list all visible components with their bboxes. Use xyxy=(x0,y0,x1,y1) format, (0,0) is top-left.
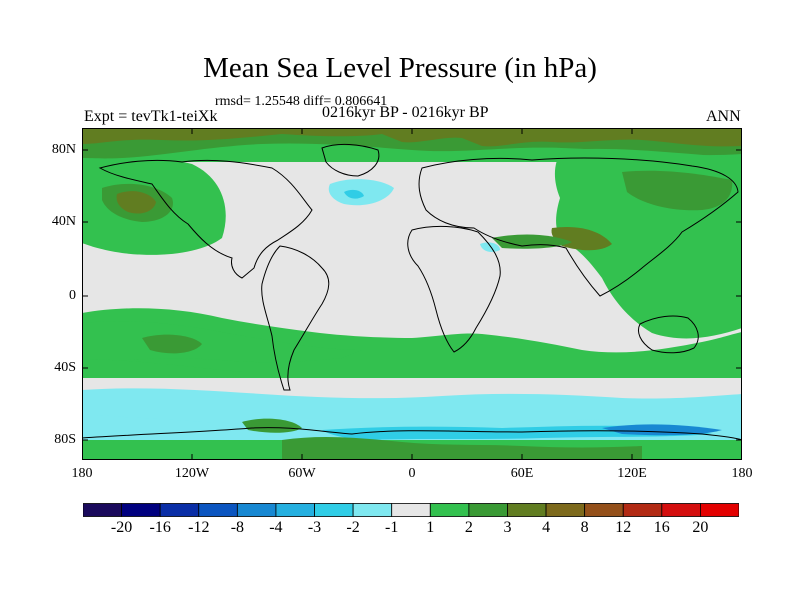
lon-label-180e: 180 xyxy=(731,466,753,481)
field-arctic-high xyxy=(82,128,742,147)
colorbar-box xyxy=(275,503,315,517)
colorbar-label: 8 xyxy=(580,519,589,536)
lon-label-60e: 60E xyxy=(510,466,534,481)
coast-south-america xyxy=(261,245,330,391)
colorbar-label: -16 xyxy=(149,519,171,536)
coast-africa xyxy=(407,225,501,353)
colorbar xyxy=(83,503,739,517)
colorbar-label: 2 xyxy=(464,519,473,536)
colorbar-box xyxy=(507,503,547,517)
field-natlantic-core xyxy=(344,189,364,199)
colorbar-box xyxy=(236,503,277,517)
field-southern-neutral xyxy=(82,378,742,390)
field-antarctic-mid xyxy=(242,418,302,433)
colorbar-box xyxy=(314,503,354,517)
colorbar-label: -2 xyxy=(346,519,360,536)
colorbar-box xyxy=(352,503,393,517)
stats-label: rmsd= 1.25548 diff= 0.806641 xyxy=(215,94,388,109)
lat-label-80s: 80S xyxy=(54,432,76,447)
colorbar-label: 16 xyxy=(653,519,670,536)
lon-label-120w: 120W xyxy=(174,466,210,481)
field-npacific-high xyxy=(116,191,156,214)
coast-north-america xyxy=(98,159,313,279)
lat-label-80n: 80N xyxy=(51,142,76,157)
colorbar-label: 4 xyxy=(542,519,551,536)
colorbar-label: 1 xyxy=(426,519,435,536)
coast-eurasia xyxy=(418,157,739,297)
field-africa-low xyxy=(480,242,500,252)
map-title: Mean Sea Level Pressure (in hPa) xyxy=(203,52,597,84)
colorbar-box xyxy=(661,503,701,517)
field-south-pacific xyxy=(82,321,362,364)
lat-label-40n: 40N xyxy=(51,214,76,229)
colorbar-box xyxy=(159,503,200,517)
field-southern-belt xyxy=(82,308,742,388)
lat-label-40s: 40S xyxy=(54,360,76,375)
colorbar-box xyxy=(622,503,663,517)
lon-label-60w: 60W xyxy=(288,466,316,481)
colorbar-label: -4 xyxy=(269,519,283,536)
lon-label-120e: 120E xyxy=(617,466,647,481)
colorbar-box xyxy=(198,503,238,517)
colorbar-label: -20 xyxy=(110,519,133,536)
colorbar-label: 12 xyxy=(615,519,632,536)
period-label: 0216kyr BP - 0216kyr BP xyxy=(322,104,489,121)
colorbar-label: -12 xyxy=(188,519,210,536)
colorbar-box xyxy=(468,503,508,517)
colorbar-label: -8 xyxy=(230,519,245,536)
field-asia-high xyxy=(551,226,612,251)
pressure-map xyxy=(82,128,742,460)
colorbar-box xyxy=(121,503,161,517)
coast-australia xyxy=(638,315,699,354)
lon-label-180w: 180 xyxy=(71,466,93,481)
coastlines xyxy=(82,143,742,441)
colorbar-box xyxy=(545,503,586,517)
colorbar-box xyxy=(429,503,470,517)
colorbar-box xyxy=(83,503,122,517)
colorbar-label: -3 xyxy=(307,519,322,536)
colorbar-label: 20 xyxy=(692,519,709,536)
colorbar-label: -1 xyxy=(385,519,399,536)
field-antarctic-blue xyxy=(602,424,722,436)
field-spacific-mid xyxy=(142,334,202,354)
colorbar-box xyxy=(391,503,431,517)
colorbar-box xyxy=(584,503,624,517)
map-ticks xyxy=(82,128,742,460)
lat-label-0: 0 xyxy=(69,288,76,303)
experiment-label: Expt = tevTk1-teiXk xyxy=(84,108,218,125)
field-eurasia-mid xyxy=(622,170,733,211)
coast-antarctica xyxy=(82,427,742,441)
field-antarctic-high xyxy=(282,436,642,460)
lon-label-0: 0 xyxy=(408,466,416,481)
coast-greenland xyxy=(321,143,380,177)
colorbar-box xyxy=(700,503,739,517)
colorbar-label: 3 xyxy=(503,519,512,536)
field-natlantic-low xyxy=(328,179,394,206)
season-label: ANN xyxy=(706,108,741,125)
field-south-band xyxy=(82,359,242,378)
